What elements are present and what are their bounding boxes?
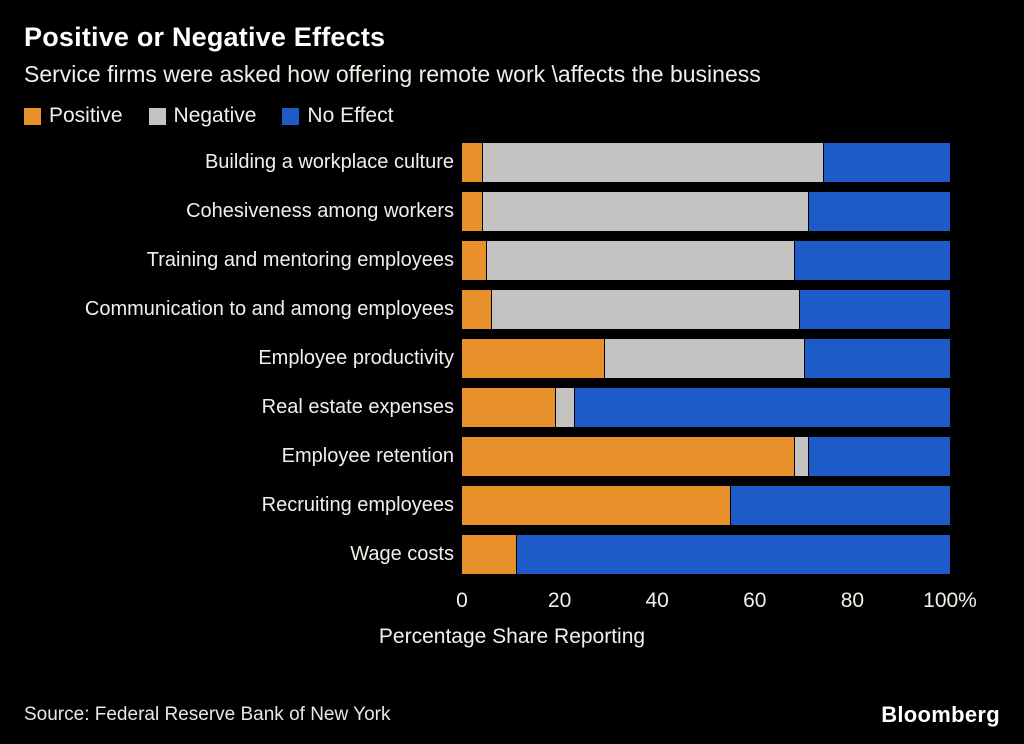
- bloomberg-logo: Bloomberg: [881, 702, 1000, 727]
- bar-segment-no-effect: [574, 388, 950, 427]
- bar-segment-positive: [462, 143, 482, 182]
- bar-segment-no-effect: [823, 143, 950, 182]
- legend-label: No Effect: [307, 104, 394, 127]
- bar-segment-negative: [603, 339, 804, 378]
- row-label: Real estate expenses: [261, 396, 454, 418]
- chart-subtitle: Service firms were asked how offering re…: [24, 61, 761, 87]
- chart-row: Building a workplace culture: [24, 138, 950, 187]
- bar-segment-positive: [462, 290, 492, 329]
- bar-segment-positive: [462, 192, 482, 231]
- row-label: Communication to and among employees: [84, 298, 454, 320]
- bar-track: [462, 388, 950, 427]
- legend-label: Negative: [173, 104, 257, 127]
- legend-item-negative: Negative: [148, 104, 257, 128]
- chart-rows: Building a workplace culture Cohesiveness…: [24, 138, 950, 579]
- chart-row: Real estate expenses: [24, 383, 950, 432]
- row-label: Employee productivity: [258, 347, 454, 369]
- bar-segment-no-effect: [793, 241, 950, 280]
- bar-segment-positive: [462, 339, 604, 378]
- bar-track: [462, 437, 950, 476]
- bar-segment-no-effect: [730, 486, 950, 525]
- bar-segment-negative: [554, 388, 575, 427]
- bar-track: [462, 241, 950, 280]
- row-label: Training and mentoring employees: [146, 249, 454, 271]
- legend-item-no-effect: No Effect: [282, 104, 393, 128]
- row-label: Employee retention: [281, 445, 454, 467]
- legend-swatch-icon: [24, 107, 41, 125]
- x-tick-label: 100%: [923, 589, 977, 612]
- x-tick-label: 20: [547, 589, 572, 612]
- bar-segment-no-effect: [808, 192, 950, 231]
- bar-segment-negative: [491, 290, 799, 329]
- row-label: Cohesiveness among workers: [186, 200, 454, 222]
- bar-segment-no-effect: [515, 535, 950, 574]
- chart-row: Employee productivity: [24, 334, 950, 383]
- chart-title: Positive or Negative Effects: [24, 22, 386, 52]
- x-tick-label: 60: [743, 589, 767, 612]
- bar-segment-negative: [793, 437, 809, 476]
- bar-segment-no-effect: [798, 290, 950, 329]
- x-tick-label: 40: [645, 589, 669, 612]
- legend-item-positive: Positive: [24, 104, 123, 128]
- legend-swatch-icon: [282, 107, 300, 125]
- chart-row: Communication to and among employees: [24, 285, 950, 334]
- source-text: Source: Federal Reserve Bank of New York: [24, 704, 391, 725]
- x-tick-label: 80: [840, 589, 865, 612]
- bar-segment-no-effect: [803, 339, 950, 378]
- bar-segment-positive: [462, 241, 487, 280]
- bar-track: [462, 290, 950, 329]
- bar-track: [462, 535, 950, 574]
- bar-track: [462, 486, 950, 525]
- bar-segment-no-effect: [808, 437, 950, 476]
- chart-row: Wage costs: [24, 530, 950, 579]
- chart-row: Cohesiveness among workers: [24, 187, 950, 236]
- bar-segment-negative: [481, 192, 809, 231]
- x-axis-title: Percentage Share Reporting: [378, 625, 646, 648]
- bar-track: [462, 192, 950, 231]
- chart-row: Recruiting employees: [24, 481, 950, 530]
- row-label: Recruiting employees: [261, 494, 454, 516]
- chart-row: Training and mentoring employees: [24, 236, 950, 285]
- bar-track: [462, 143, 950, 182]
- bar-track: [462, 339, 950, 378]
- bar-segment-positive: [462, 388, 555, 427]
- chart-row: Employee retention: [24, 432, 950, 481]
- bar-segment-positive: [462, 437, 794, 476]
- x-tick-label: 0: [456, 589, 468, 612]
- chart-footer: Source: Federal Reserve Bank of New York…: [24, 702, 1000, 728]
- bar-segment-positive: [462, 486, 731, 525]
- legend-label: Positive: [49, 104, 123, 127]
- bar-segment-positive: [462, 535, 516, 574]
- chart-legend: Positive Negative No Effect: [24, 104, 1000, 128]
- x-axis-track: 0 20 40 60 80 100%: [456, 587, 977, 615]
- bar-segment-negative: [486, 241, 794, 280]
- x-axis: 0 20 40 60 80 100%: [24, 587, 977, 615]
- row-label: Wage costs: [350, 543, 454, 565]
- row-label: Building a workplace culture: [204, 151, 454, 173]
- chart-inner: Positive or Negative Effects Service fir…: [24, 22, 1000, 648]
- legend-swatch-icon: [148, 107, 166, 125]
- bar-segment-negative: [481, 143, 824, 182]
- x-axis-spacer: [24, 587, 462, 615]
